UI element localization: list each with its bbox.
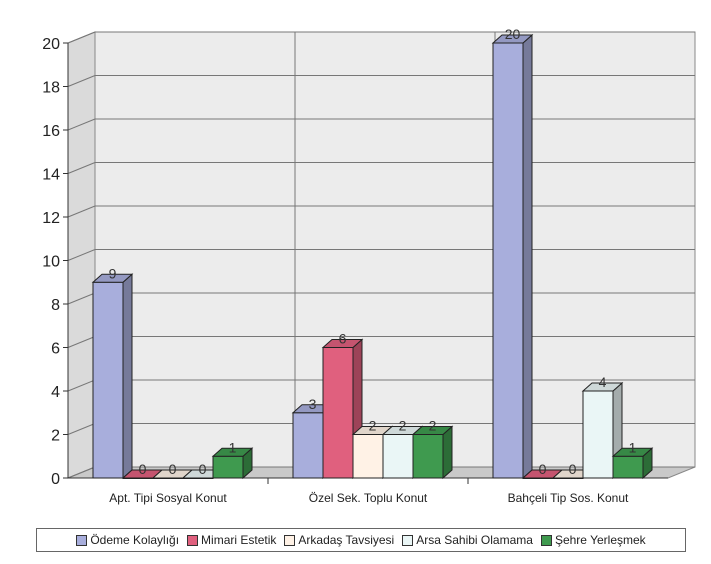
gridline-side xyxy=(67,75,96,87)
y-tick-label: 10 xyxy=(42,254,60,271)
legend-swatch xyxy=(402,534,414,546)
y-tick-label: 12 xyxy=(42,210,60,227)
gridline-side xyxy=(67,249,96,261)
gridline-side xyxy=(67,31,96,44)
data-label: 0 xyxy=(569,461,577,477)
bar-top xyxy=(211,447,254,457)
legend-item: Ödeme Kolaylığı xyxy=(76,533,179,547)
bar-top xyxy=(491,34,534,44)
legend: Ödeme Kolaylığı Mimari Estetik Arkadaş Tav… xyxy=(36,528,686,552)
gridline-side xyxy=(67,466,96,479)
gridline-side xyxy=(67,205,96,218)
legend-label: Arkadaş Tavsiyesi xyxy=(298,533,395,547)
legend-item: Arkadaş Tavsiyesi xyxy=(284,533,394,547)
bar xyxy=(352,434,384,479)
legend-label: Şehre Yerleşmek xyxy=(554,533,646,547)
y-tick-label: 8 xyxy=(51,297,60,314)
bar xyxy=(292,412,324,479)
x-tick-label: Bahçeli Tip Sos. Konut xyxy=(508,491,629,505)
data-label: 4 xyxy=(599,374,607,390)
bar-side xyxy=(442,425,453,480)
legend-item: Şehre Yerleşmek xyxy=(540,533,646,547)
data-label: 20 xyxy=(505,26,521,42)
y-tick-label: 18 xyxy=(42,80,60,97)
y-tick-label: 16 xyxy=(42,123,60,140)
bar xyxy=(492,42,524,479)
bar-side xyxy=(522,33,533,480)
data-label: 2 xyxy=(369,418,377,434)
bar xyxy=(322,347,354,479)
gridline-side xyxy=(67,118,96,131)
legend-label: Mimari Estetik xyxy=(201,533,277,547)
y-tick-label: 2 xyxy=(51,428,60,445)
y-tick-label: 4 xyxy=(51,384,60,401)
y-tick-label: 0 xyxy=(51,471,60,488)
x-tick-label: Özel Sek. Toplu Konut xyxy=(309,491,428,505)
gridline-side xyxy=(67,423,96,435)
y-tick-label: 6 xyxy=(51,341,60,358)
x-tick-label: Apt. Tipi Sosyal Konut xyxy=(109,491,227,505)
data-label: 2 xyxy=(399,418,407,434)
bar-top xyxy=(411,426,454,435)
bar-side xyxy=(122,273,133,480)
legend-item: Mimari Estetik xyxy=(187,533,276,547)
bar-top xyxy=(611,447,654,457)
data-label: 9 xyxy=(109,265,117,281)
legend-label: Ödeme Kolaylığı xyxy=(90,533,180,547)
bar xyxy=(92,281,124,479)
legend-swatch xyxy=(284,534,296,546)
legend-swatch xyxy=(187,534,199,546)
bar xyxy=(382,434,414,479)
data-label: 2 xyxy=(429,418,437,434)
y-tick-label: 14 xyxy=(42,167,60,184)
data-label: 3 xyxy=(309,396,317,412)
legend-label: Arsa Sahibi Olamama xyxy=(416,533,533,547)
bar-top xyxy=(581,382,624,392)
bar-top xyxy=(91,273,134,283)
gridline-side xyxy=(67,379,96,392)
gridline-side xyxy=(67,292,96,305)
data-label: 0 xyxy=(539,461,547,477)
y-tick-label: 20 xyxy=(42,36,60,53)
legend-swatch xyxy=(540,534,552,546)
legend-item: Arsa Sahibi Olamama xyxy=(402,533,533,547)
data-label: 1 xyxy=(629,439,637,455)
bar xyxy=(212,455,244,479)
data-label: 0 xyxy=(139,461,147,477)
gridline-side xyxy=(67,162,96,174)
data-label: 0 xyxy=(199,461,207,477)
bar xyxy=(612,455,644,479)
data-label: 1 xyxy=(229,439,237,455)
bar-top xyxy=(321,339,364,348)
gridline-side xyxy=(67,336,96,348)
bar xyxy=(582,390,614,479)
data-label: 0 xyxy=(169,461,177,477)
data-label: 6 xyxy=(339,331,347,347)
bar xyxy=(412,434,444,479)
legend-swatch xyxy=(76,534,88,546)
